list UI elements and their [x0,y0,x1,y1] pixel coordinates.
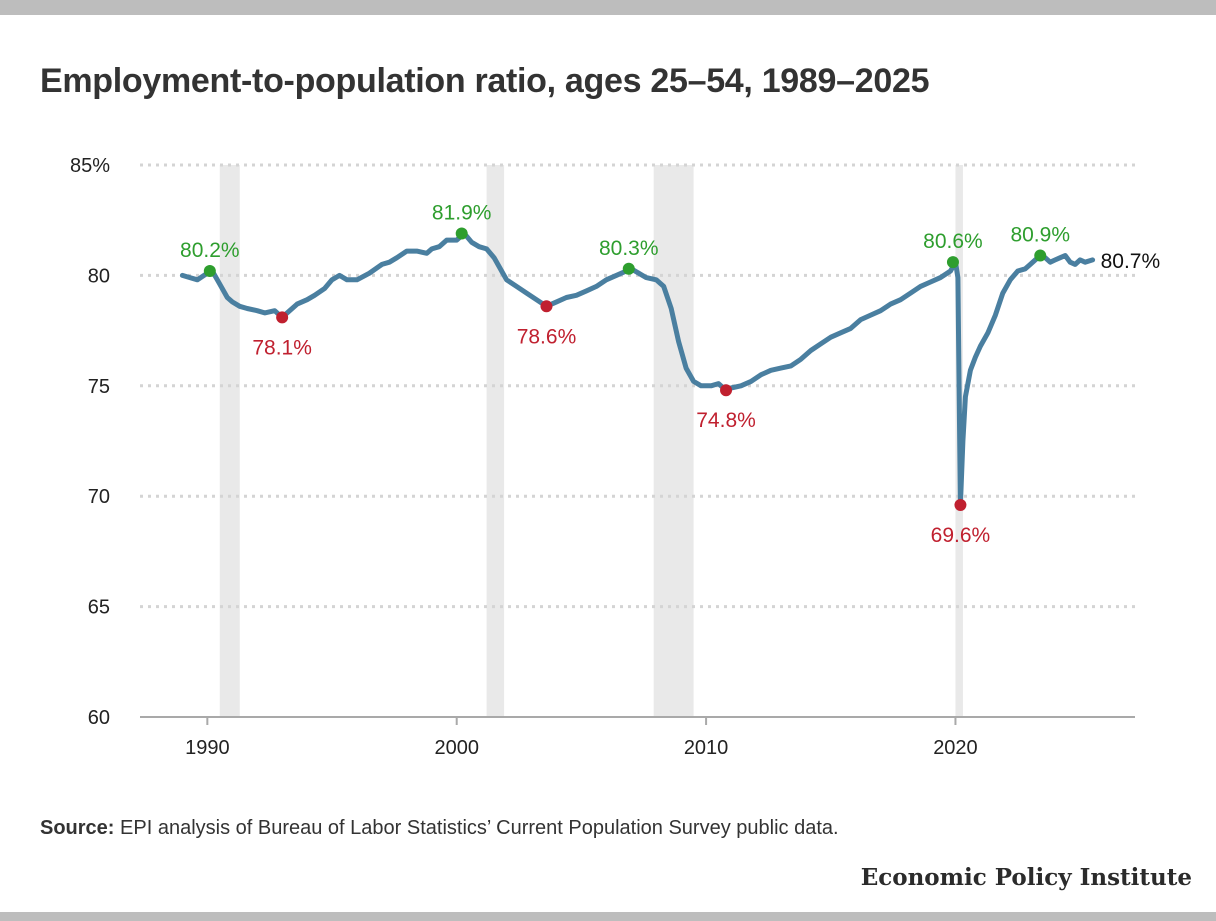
brand-logo-text: Economic Policy Institute [860,864,1192,891]
source-note: Source: EPI analysis of Bureau of Labor … [40,817,839,840]
top-border [0,0,1216,15]
annotation-label-trough-1: 78.1% [252,336,312,359]
recession-band-2 [653,165,694,717]
annotation-label-peak-6: 80.6% [923,230,983,253]
annotation-dot-peak-2 [455,227,468,240]
x-tick-label-1990: 1990 [185,737,230,759]
y-tick-label-85: 85% [70,155,110,177]
y-tick-label-65: 65 [88,597,110,619]
annotation-label-peak-8: 80.9% [1010,224,1070,247]
annotation-dot-peak-6 [946,256,959,269]
series-line [179,230,1096,508]
x-tick-label-2000: 2000 [434,737,479,759]
y-tick-label-80: 80 [88,265,110,287]
y-tick-label-70: 70 [88,486,110,508]
x-tick-label-2010: 2010 [684,737,729,759]
annotation-label-trough-3: 78.6% [517,325,577,348]
y-tick-label-60: 60 [88,707,110,729]
x-tick-label-2020: 2020 [933,737,978,759]
annotation-label-peak-0: 80.2% [180,239,240,262]
annotation-dot-trough-1 [276,311,289,324]
annotation-dot-peak-4 [622,262,635,275]
recession-band-1 [486,165,505,717]
annotation-dot-trough-3 [540,300,553,313]
annotation-dot-peak-0 [203,264,216,277]
annotation-dot-trough-7 [954,499,967,512]
annotation-label-last: 80.7% [1101,250,1161,273]
annotation-label-peak-4: 80.3% [599,237,659,260]
annotation-label-trough-5: 74.8% [696,409,756,432]
annotation-dot-peak-8 [1034,249,1047,262]
bottom-border [0,912,1216,921]
annotation-label-peak-2: 81.9% [432,201,492,224]
annotation-dot-trough-5 [720,384,733,397]
annotation-label-trough-7: 69.6% [931,524,991,547]
chart-title: Employment-to-population ratio, ages 25–… [40,62,930,100]
source-text: EPI analysis of Bureau of Labor Statisti… [120,817,839,839]
source-label: Source: [40,817,115,839]
y-tick-label-75: 75 [88,376,110,398]
